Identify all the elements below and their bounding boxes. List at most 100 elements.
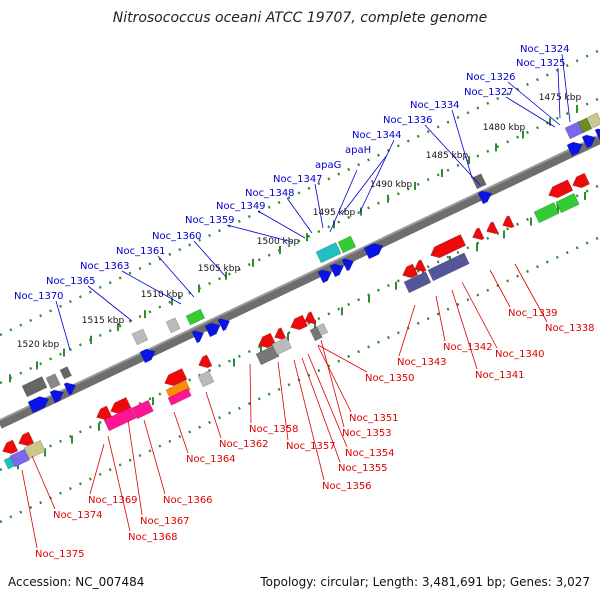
reverse-gene-arrow (304, 311, 317, 325)
forward-gene-label: Noc_1326 (466, 72, 516, 83)
gene-block-green-shape (185, 308, 206, 326)
reverse-gene-label: Noc_1341 (475, 370, 525, 381)
scale-label: 1490 kbp (370, 180, 413, 190)
gene-block-lightgray-shape (197, 370, 215, 388)
forward-gene-arrow (363, 243, 384, 260)
forward-gene-arrow-shape (204, 322, 221, 338)
forward-gene-label: Noc_1325 (516, 58, 566, 69)
forward-gene-label: Noc_1348 (245, 188, 295, 199)
reverse-gene-label: Noc_1374 (53, 510, 103, 521)
reverse-gene-arrow (548, 179, 574, 199)
gene-block-khaki (23, 439, 46, 460)
forward-gene-arrow-shape (27, 396, 50, 414)
gene-block-magenta-shape (167, 388, 192, 406)
reverse-label-leader (307, 353, 348, 448)
reverse-label-leader (31, 455, 56, 510)
forward-gene-label: Noc_1360 (152, 231, 202, 242)
gene-block-lightgray (271, 336, 293, 356)
map-title: Nitrosococcus oceani ATCC 19707, complet… (113, 10, 488, 26)
accession-text: Accession: NC_007484 (8, 575, 144, 589)
reverse-gene-arrow-shape (548, 179, 574, 199)
gene-block-lightgray-shape (165, 317, 181, 334)
scale-dot-track (0, 48, 600, 337)
forward-gene-arrow (317, 269, 332, 284)
forward-gene-arrow-shape (49, 389, 64, 404)
reverse-label-leader (317, 345, 352, 413)
reverse-gene-arrow-shape (258, 332, 277, 349)
reverse-label-leader (107, 435, 131, 532)
reverse-gene-arrow (486, 221, 499, 235)
gene-block-lightgray (131, 328, 149, 346)
gene-block-green-shape (533, 202, 560, 224)
reverse-gene-arrow-shape (304, 311, 317, 325)
gene-block-green (185, 308, 206, 326)
reverse-gene-arrow-shape (502, 215, 515, 229)
gene-features (2, 112, 600, 470)
forward-gene-arrow-shape (581, 134, 596, 149)
reverse-label-leader (489, 269, 511, 308)
forward-gene-arrow-shape (317, 269, 332, 284)
reverse-label-leader (435, 295, 446, 342)
reverse-gene-label: Noc_1364 (186, 454, 236, 465)
scale-label: 1480 kbp (483, 123, 526, 133)
gene-block-green (533, 202, 560, 224)
reverse-gene-label: Noc_1367 (140, 516, 190, 527)
gene-block-lightgray (317, 323, 329, 336)
gene-block-green (337, 235, 357, 254)
reverse-gene-arrow-shape (290, 314, 309, 331)
reverse-label-leader (143, 419, 166, 495)
gene-block-gray (471, 173, 487, 190)
forward-gene-arrow-shape (329, 263, 344, 278)
forward-gene-label: apaH (345, 145, 371, 156)
reverse-label-leader (451, 289, 478, 370)
reverse-gene-arrow-shape (96, 405, 113, 421)
gene-block-green (555, 193, 580, 214)
gene-block-khaki-shape (23, 439, 46, 460)
gene-block-slate (403, 271, 432, 294)
genome-backbone-highlight (0, 134, 600, 421)
forward-gene-label: Noc_1327 (464, 87, 514, 98)
forward-gene-arrow-shape (477, 190, 492, 205)
reverse-gene-arrow-shape (572, 172, 591, 189)
scale-label: 1485 kbp (426, 151, 469, 161)
forward-gene-arrow (477, 190, 492, 205)
reverse-gene-arrow-shape (414, 259, 427, 273)
forward-label-leader (561, 53, 571, 123)
gene-block-gray-shape (309, 326, 323, 342)
gene-block-gray-shape (45, 373, 61, 390)
reverse-label-leader (461, 281, 498, 349)
reverse-gene-arrow (258, 332, 277, 349)
forward-gene-label: Noc_1347 (273, 174, 323, 185)
reverse-gene-arrow (502, 215, 515, 229)
reverse-label-leader (514, 263, 548, 323)
reverse-gene-label: Noc_1362 (219, 439, 269, 450)
forward-gene-arrow-shape (191, 330, 205, 344)
forward-gene-arrow (27, 396, 50, 414)
gene-block-olive (577, 117, 593, 134)
forward-label-leader (359, 139, 395, 213)
gene-block-magenta-shape (131, 399, 154, 420)
forward-gene-arrow-shape (139, 348, 156, 364)
gene-block-gray (309, 326, 323, 342)
reverse-gene-label: Noc_1375 (35, 549, 85, 560)
reverse-gene-arrow (2, 439, 19, 455)
forward-gene-arrow-shape (341, 258, 355, 272)
reverse-gene-arrow (572, 172, 591, 189)
reverse-gene-label: Noc_1368 (128, 532, 178, 543)
forward-label-leader (193, 240, 227, 278)
reverse-gene-label: Noc_1343 (397, 357, 447, 368)
reverse-scale-dot-track (0, 235, 600, 524)
reverse-gene-arrow-shape (430, 234, 467, 259)
reverse-gene-arrow (472, 227, 485, 241)
gene-block-magenta-shape (103, 406, 137, 432)
forward-gene-label: Noc_1334 (410, 100, 460, 111)
forward-gene-arrow (63, 382, 77, 396)
forward-gene-label: Noc_1336 (383, 115, 433, 126)
gene-block-lightgray-shape (131, 328, 149, 346)
gene-block-olive-shape (577, 117, 593, 134)
reverse-gene-arrow-shape (18, 431, 35, 447)
forward-label-leader (557, 67, 561, 119)
scale-label: 1520 kbp (17, 340, 60, 350)
scale-label: 1510 kbp (141, 290, 184, 300)
reverse-gene-label: Noc_1369 (88, 495, 138, 506)
